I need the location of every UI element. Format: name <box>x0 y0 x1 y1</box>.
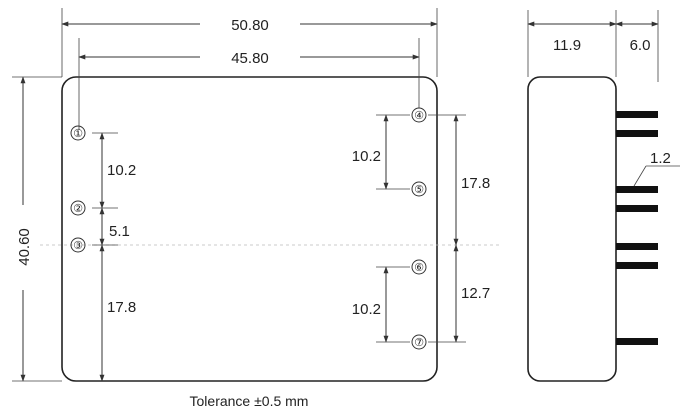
side-pin <box>616 130 658 137</box>
dim-overall-width-label: 50.80 <box>231 17 269 34</box>
dim-pin6-pin7-label: 10.2 <box>352 301 381 318</box>
dim-depth: 11.9 <box>527 10 617 77</box>
dim-depth-label: 11.9 <box>553 37 581 54</box>
dim-overall-height: 40.60 <box>12 76 62 382</box>
tolerance-note: Tolerance ±0.5 mm <box>190 393 309 409</box>
pin-6-label: ⑥ <box>414 261 424 274</box>
dim-pin-size-label: 1.2 <box>650 150 671 167</box>
dim-pin2-pin3-label: 5.1 <box>109 223 130 240</box>
side-pin <box>616 338 658 345</box>
pin-6: ⑥ <box>411 259 427 275</box>
side-pin <box>616 205 658 212</box>
dim-right-outer: 17.8 12.7 <box>428 114 490 343</box>
module-side-outline <box>527 76 617 382</box>
dim-pin4-pin5-label: 10.2 <box>352 148 381 165</box>
side-pin <box>616 111 658 118</box>
pin-2-label: ② <box>73 202 83 215</box>
dim-pin4-center-label: 17.8 <box>461 175 490 192</box>
pin-3: ③ <box>70 237 86 253</box>
dim-left-chain: 10.2 5.1 17.8 <box>92 132 136 382</box>
pin-2: ② <box>70 200 86 216</box>
pin-7: ⑦ <box>411 334 427 350</box>
dim-pin-span: 45.80 <box>78 38 420 130</box>
dim-pin-length-label: 6.0 <box>630 37 651 54</box>
dim-pin1-pin2-label: 10.2 <box>107 162 136 179</box>
pin-3-label: ③ <box>73 239 83 252</box>
side-pin <box>616 243 658 250</box>
side-pin <box>616 186 658 193</box>
pin-1: ① <box>70 125 86 141</box>
dim-pin3-bottom-label: 17.8 <box>107 299 136 316</box>
pin-4: ④ <box>411 107 427 123</box>
dim-pin-length: 6.0 <box>615 10 659 82</box>
dim-pin-span-label: 45.80 <box>231 50 269 67</box>
pin-5: ⑤ <box>411 181 427 197</box>
dim-overall-width: 50.80 <box>61 8 438 77</box>
pin-7-label: ⑦ <box>414 336 424 349</box>
pin-1-label: ① <box>73 127 83 140</box>
dim-center-pin7-label: 12.7 <box>461 285 490 302</box>
side-pins <box>616 111 658 345</box>
dim-right-inner: 10.2 10.2 <box>352 114 410 343</box>
module-front-outline <box>61 76 438 382</box>
pin-4-label: ④ <box>414 109 424 122</box>
side-pin <box>616 262 658 269</box>
pin-5-label: ⑤ <box>414 183 424 196</box>
dim-overall-height-label: 40.60 <box>16 228 33 266</box>
dim-pin-size: 1.2 <box>633 150 680 187</box>
